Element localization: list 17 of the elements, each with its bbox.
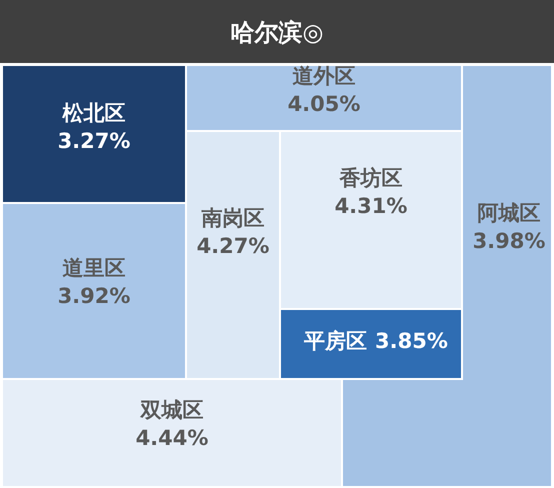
category-label: 香坊区 bbox=[338, 166, 402, 190]
data-label: 3.92% bbox=[58, 284, 130, 308]
data-label: 4.27% bbox=[196, 234, 270, 258]
data-label: 4.44% bbox=[136, 426, 208, 450]
data-label: 4.31% bbox=[334, 194, 408, 218]
category-label: 南岗区 bbox=[200, 206, 264, 230]
data-label: 3.27% bbox=[58, 129, 130, 153]
category-label: 松北区 bbox=[62, 101, 126, 125]
category-label: 双城区 bbox=[140, 398, 204, 422]
category-label: 道里区 bbox=[62, 256, 126, 280]
category-label: 道外区 bbox=[292, 64, 356, 88]
category-label: 平房区 bbox=[303, 329, 367, 353]
text: 哈尔滨◎ bbox=[230, 18, 324, 46]
category-label: 阿城区 bbox=[478, 201, 540, 225]
data-label: 4.05% bbox=[288, 92, 360, 116]
data-label: 3.85% bbox=[375, 329, 448, 353]
data-label: 3.98% bbox=[472, 229, 546, 253]
